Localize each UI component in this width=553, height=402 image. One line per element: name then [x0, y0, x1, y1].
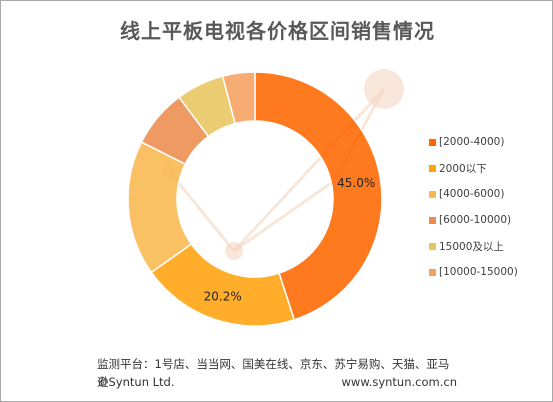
slice-labels: 45.0% 20.2% — [204, 176, 376, 303]
legend-label: [2000-4000) — [439, 136, 505, 148]
watermark-dot — [364, 69, 404, 109]
watermark-line — [232, 87, 386, 253]
monitor-platforms-text: 监测平台：1号店、当当网、国美在线、京东、苏宁易购、天猫、亚马逊 — [97, 357, 450, 389]
legend-item: 15000及以上 — [429, 233, 518, 259]
website-text: www.syntun.com.cn — [341, 375, 457, 389]
legend-item: 2000以下 — [429, 155, 518, 181]
copyright-text: ©Syntun Ltd. — [97, 375, 175, 389]
chart-legend: [2000-4000) 2000以下 [4000-6000) [6000-10000)… — [429, 129, 518, 285]
chart-title: 线上平板电视各价格区间销售情况 — [120, 19, 435, 43]
legend-swatch — [429, 190, 436, 198]
legend-label: [4000-6000) — [439, 188, 505, 200]
legend-label: 15000及以上 — [439, 240, 504, 253]
legend-swatch — [429, 164, 436, 172]
watermark-dot — [225, 242, 243, 260]
watermark-line — [167, 170, 236, 252]
slice-data-label: 20.2% — [204, 289, 242, 303]
legend-label: [10000-15000) — [439, 266, 518, 278]
legend-swatch — [429, 138, 436, 146]
legend-swatch — [429, 268, 436, 276]
legend-item: [4000-6000) — [429, 181, 518, 207]
legend-item: [10000-15000) — [429, 259, 518, 285]
chart-footer: 监测平台：1号店、当当网、国美在线、京东、苏宁易购、天猫、亚马逊 ©Syntun… — [97, 355, 457, 391]
legend-label: [6000-10000) — [439, 214, 512, 226]
donut-slices — [127, 71, 383, 327]
donut-slice — [221, 71, 256, 125]
legend-swatch — [429, 242, 436, 250]
donut-slice — [254, 71, 383, 321]
watermark-line — [233, 179, 335, 253]
legend-label: 2000以下 — [439, 162, 487, 175]
legend-swatch — [429, 216, 436, 224]
legend-item: [2000-4000) — [429, 129, 518, 155]
slice-data-label: 45.0% — [337, 176, 375, 190]
legend-item: [6000-10000) — [429, 207, 518, 233]
